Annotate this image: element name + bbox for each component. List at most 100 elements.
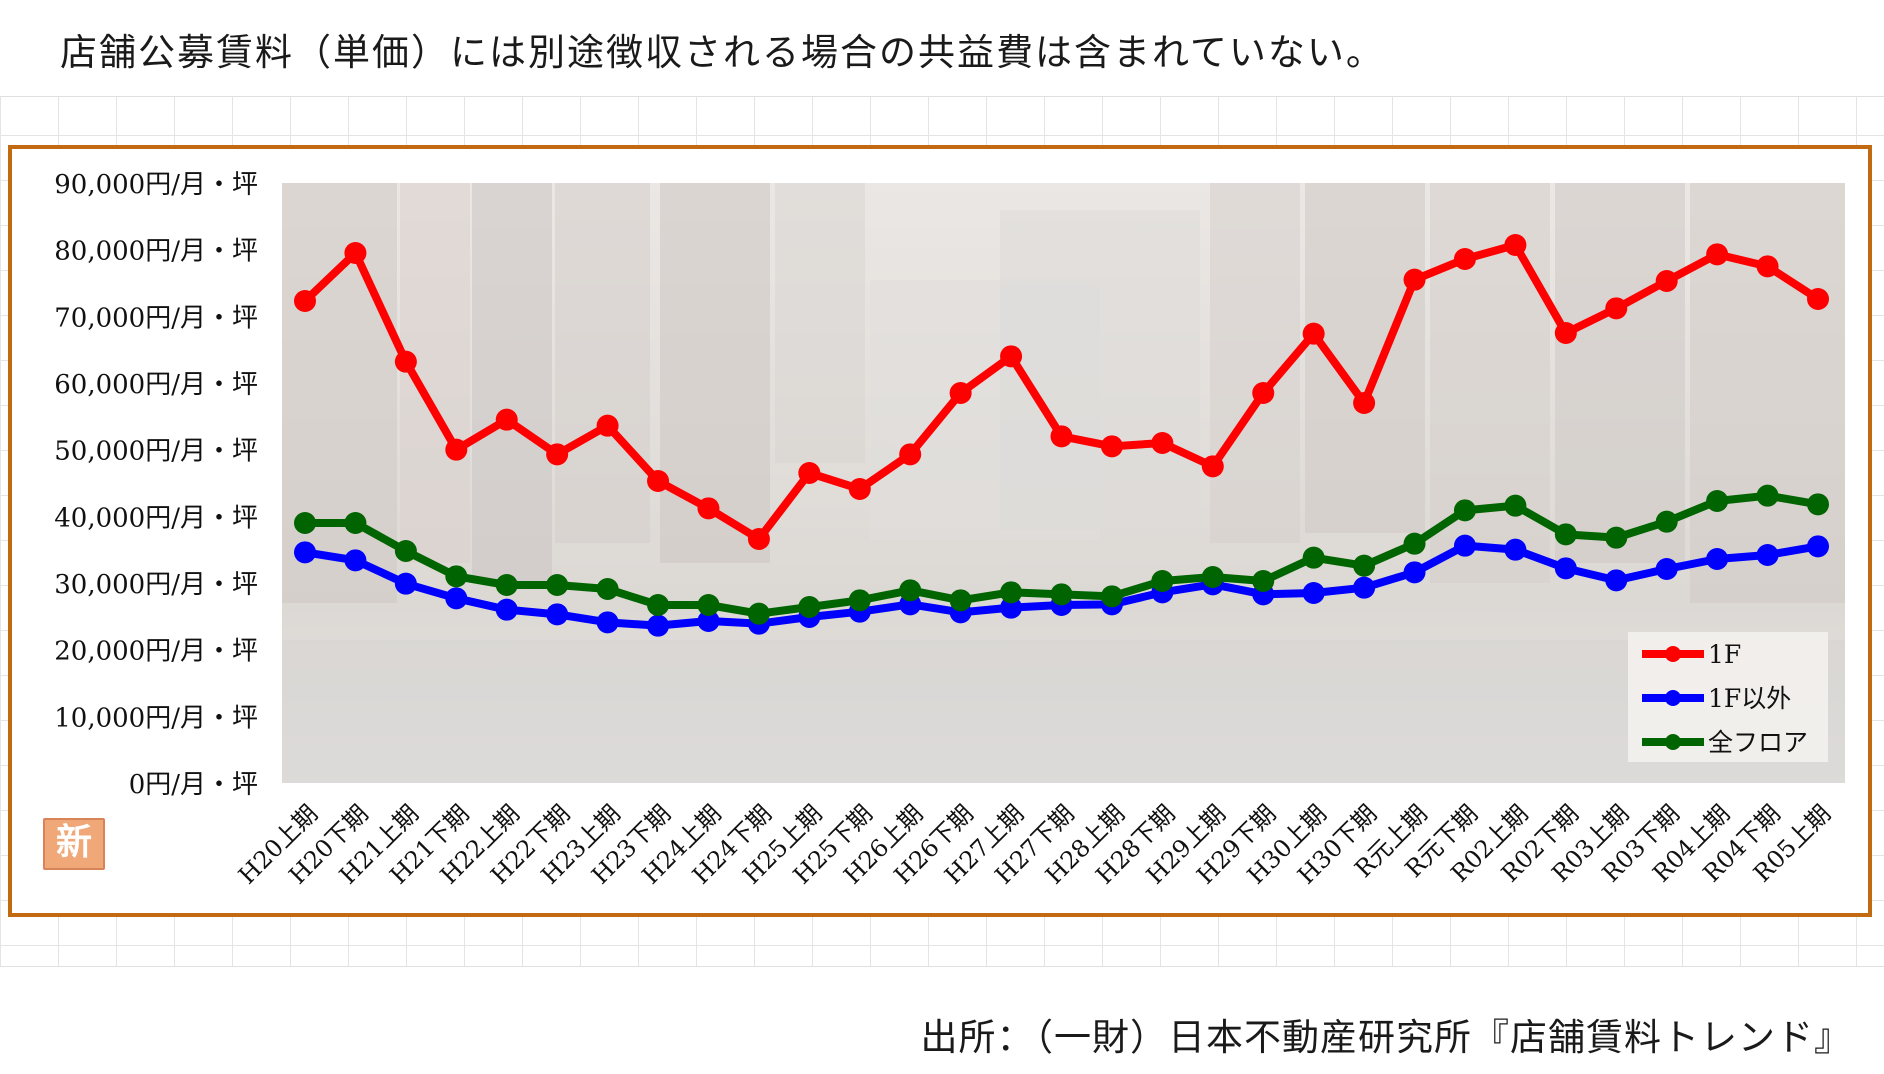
- data-point: [1605, 297, 1628, 320]
- data-point: [596, 578, 619, 600]
- data-point: [495, 598, 518, 621]
- data-point: [1353, 392, 1376, 414]
- legend-label: 1F: [1708, 640, 1741, 669]
- data-point: [294, 512, 316, 534]
- source-text: 出所：（一財）日本不動産研究所『店舗賃料トレンド』: [920, 1016, 1852, 1059]
- background-building: [472, 183, 552, 583]
- data-point: [344, 512, 367, 534]
- background-building: [1000, 210, 1200, 530]
- data-point: [798, 462, 821, 484]
- data-point: [1050, 425, 1073, 448]
- y-tick-label: 90,000円/月・坪: [54, 170, 258, 200]
- y-tick-label: 20,000円/月・坪: [54, 637, 258, 667]
- legend-label: 1F以外: [1708, 684, 1791, 713]
- data-point: [697, 594, 720, 616]
- y-tick-label: 80,000円/月・坪: [54, 237, 258, 267]
- data-point: [697, 610, 720, 632]
- data-point: [1504, 538, 1527, 561]
- y-tick-label: 50,000円/月・坪: [54, 437, 258, 467]
- background-building: [555, 183, 650, 543]
- data-point: [1706, 243, 1729, 266]
- data-point: [647, 470, 670, 492]
- y-tick-label: 70,000円/月・坪: [54, 303, 258, 333]
- background-building: [282, 640, 1845, 783]
- data-point: [1504, 494, 1527, 517]
- data-point: [1655, 270, 1678, 292]
- data-point: [1605, 526, 1628, 549]
- data-point: [294, 541, 316, 564]
- data-point: [1706, 490, 1729, 512]
- data-point: [1453, 499, 1476, 522]
- y-tick-label: 40,000円/月・坪: [54, 503, 258, 533]
- data-point: [1756, 544, 1779, 566]
- data-point: [1100, 435, 1123, 458]
- data-point: [445, 565, 468, 588]
- data-point: [1302, 546, 1325, 569]
- data-point: [1201, 455, 1224, 478]
- data-point: [848, 478, 871, 500]
- data-point: [1353, 554, 1376, 577]
- data-point: [294, 290, 316, 312]
- data-point: [1655, 558, 1678, 580]
- legend-label: 全フロア: [1708, 728, 1808, 757]
- data-point: [1605, 569, 1628, 592]
- data-point: [394, 350, 417, 373]
- data-point: [546, 443, 569, 466]
- data-point: [1050, 583, 1073, 606]
- data-point: [1151, 570, 1174, 592]
- data-point: [394, 572, 417, 595]
- data-point: [848, 589, 871, 612]
- data-point: [1554, 557, 1577, 580]
- data-point: [1504, 234, 1527, 256]
- data-point: [1554, 523, 1577, 546]
- background-building: [1555, 183, 1685, 563]
- data-point: [1302, 582, 1325, 604]
- data-point: [394, 540, 417, 562]
- data-point: [1100, 585, 1123, 608]
- data-point: [1403, 268, 1426, 291]
- data-point: [1000, 345, 1023, 368]
- background-building: [775, 183, 865, 463]
- footer-source: 出所：（一財）日本不動産研究所『店舗賃料トレンド』: [0, 966, 1884, 1074]
- data-point: [798, 596, 821, 618]
- data-point: [899, 443, 922, 466]
- legend-marker: [1665, 690, 1681, 706]
- data-point: [1000, 596, 1023, 619]
- data-point: [495, 408, 518, 431]
- data-point: [899, 579, 922, 602]
- data-point: [1000, 581, 1023, 604]
- data-point: [1353, 576, 1376, 599]
- data-point: [344, 549, 367, 572]
- data-point: [647, 614, 670, 637]
- data-point: [1302, 322, 1325, 345]
- data-point: [1756, 255, 1779, 278]
- data-point: [747, 528, 770, 550]
- legend-marker: [1665, 734, 1681, 750]
- note-text: 店舗公募賃料（単価）には別途徴収される場合の共益費は含まれていない。: [60, 31, 1385, 74]
- header-note: 店舗公募賃料（単価）には別途徴収される場合の共益費は含まれていない。: [0, 0, 1884, 97]
- data-point: [1807, 535, 1829, 558]
- data-point: [546, 574, 569, 596]
- legend-marker: [1665, 646, 1681, 662]
- data-point: [1756, 484, 1779, 507]
- background-building: [1305, 183, 1425, 533]
- data-point: [1403, 532, 1426, 555]
- data-point: [445, 587, 468, 610]
- data-point: [1554, 322, 1577, 344]
- data-point: [1252, 570, 1275, 592]
- data-point: [1807, 493, 1829, 516]
- y-tick-label: 30,000円/月・坪: [54, 570, 258, 600]
- data-point: [1403, 561, 1426, 584]
- data-point: [697, 497, 720, 520]
- shin-stamp-logo: 新: [43, 818, 105, 870]
- y-tick-label: 10,000円/月・坪: [54, 703, 258, 733]
- data-point: [747, 602, 770, 625]
- data-point: [1453, 534, 1476, 557]
- data-point: [949, 589, 972, 612]
- data-point: [445, 438, 468, 461]
- y-tick-label: 0円/月・坪: [129, 770, 258, 800]
- data-point: [596, 414, 619, 437]
- data-point: [1252, 382, 1275, 404]
- data-point: [596, 611, 619, 634]
